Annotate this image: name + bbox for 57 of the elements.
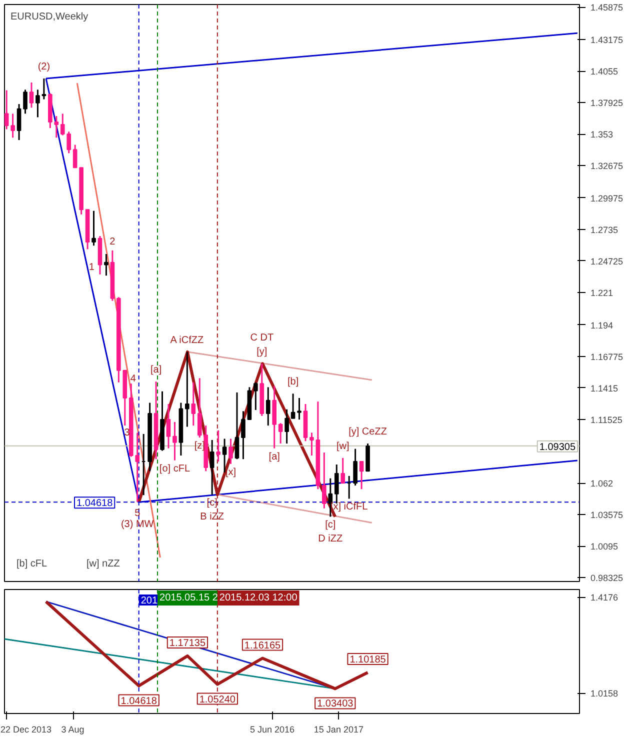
annotation: C DT [250,332,274,344]
annotation: 4 [130,374,136,385]
data-label: 1.04618 [120,696,158,707]
y-tick-label: 1.353 [590,130,614,140]
annotation: [w] nZZ [86,558,120,570]
annotation: [y] [256,346,268,358]
annotation: [b] [287,376,299,388]
y-tick-label: 1.11525 [590,414,622,425]
data-label: 1.17135 [169,638,206,649]
y-tick-label: 1.062 [590,478,614,489]
ref-line-label: 1.04618 [76,498,114,510]
annotation: [x] [225,466,236,478]
text: EURUSD,Weekly [10,12,88,22]
y-tick-label: 1.221 [590,288,614,298]
ref-line-label: 201 [140,596,158,606]
data-label: 1.10185 [350,654,386,666]
ref-line-label: 1.09305 [539,442,576,453]
x-tick-label: 3 Aug [61,724,84,734]
annotation: (3) MW [120,519,154,530]
annotation: [a] [150,364,162,376]
ref-line-label: 2015.05.15 2 [160,592,218,604]
annotation: [w] [336,440,350,452]
y-tick-label: 1.03575 [590,510,624,520]
y-tick-label: 1.24725 [590,256,624,266]
y-tick-label: 1.16775 [590,352,624,362]
y-tick-label: 1.37925 [590,98,624,108]
data-label: 1.03403 [317,698,354,710]
y-tick-label: 1.0095 [590,542,618,552]
y-tick-label: 1.4055 [590,66,618,77]
annotation: [c] [325,520,336,531]
annotation: [b] cFL [16,558,48,570]
y-tick-label: 1.2735 [590,224,618,235]
x-tick-label: 5 Jun 2016 [250,724,295,734]
annotation: [o] cFL [159,463,190,474]
x-tick-label: 15 Jan 2017 [314,724,364,734]
y-tick-label: 1.0158 [590,688,618,699]
annotation: A iCfZZ [170,334,204,346]
y-tick-label: 1.45875 [590,2,624,13]
y-tick-label: 1.4176 [590,592,618,603]
x-tick-label: 22 Dec 2013 [0,724,52,734]
y-tick-label: 1.32675 [590,161,624,172]
y-tick-label: 1.29975 [590,193,624,204]
y-tick-label: 1.43175 [590,35,624,46]
annotation: [a] [268,451,280,462]
annotation: (2) [38,62,50,73]
annotation: 5 [134,508,141,520]
y-tick-label: 1.194 [590,320,614,330]
annotation: B iZZ [200,512,224,523]
annotation: [y] CeZZ [348,426,387,438]
annotation: 2 [110,236,116,248]
annotation: D iZZ [318,534,343,545]
annotation: 1 [88,262,95,274]
y-tick-label: 0.98325 [590,573,624,584]
ref-line-label: 2015.12.03 12:00 [219,592,298,604]
data-label: 1.05240 [199,694,236,706]
data-label: 1.16165 [244,640,282,652]
y-tick-label: 1.1415 [590,383,618,394]
